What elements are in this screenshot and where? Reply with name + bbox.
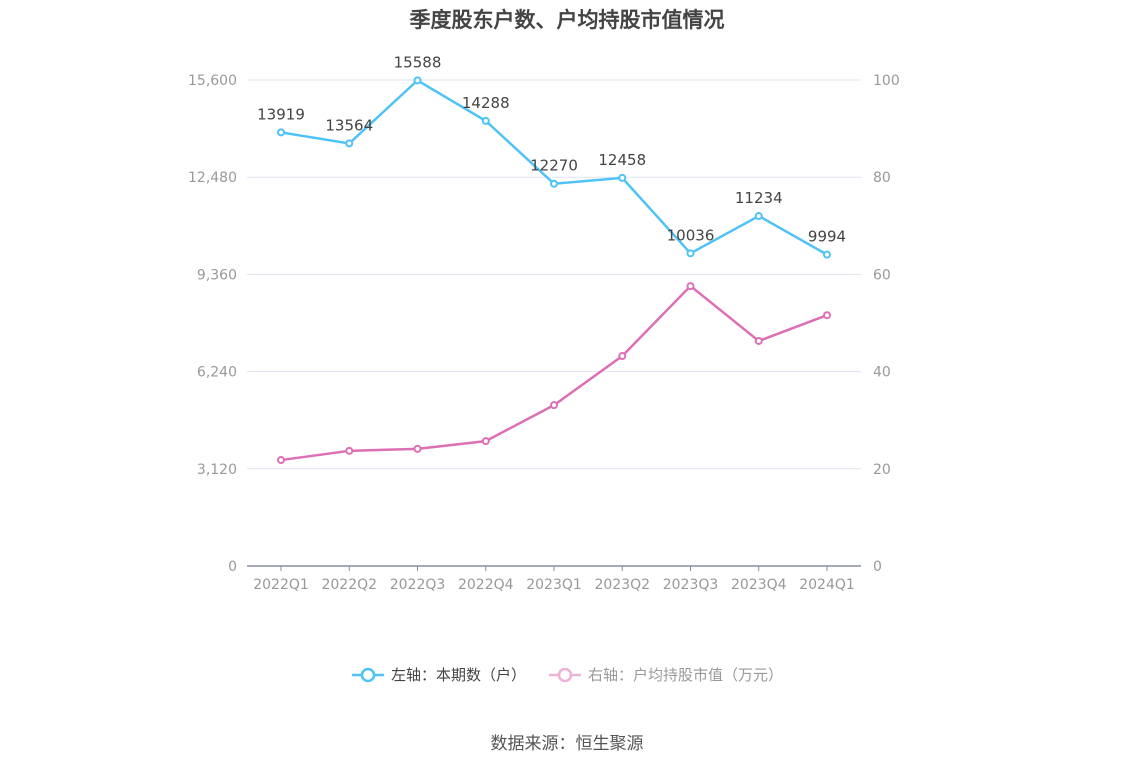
data-point[interactable]: [345, 446, 354, 455]
y-left-tick: 0: [228, 559, 237, 575]
y-right-tick: 80: [873, 170, 891, 186]
data-point[interactable]: [413, 444, 422, 453]
x-tick-label: 2022Q2: [321, 577, 377, 593]
y-left-tick: 12,480: [188, 170, 237, 186]
chart-title: 季度股东户数、户均持股市值情况: [409, 8, 725, 32]
data-point[interactable]: [754, 212, 763, 221]
line-chart: 0 0 3,120 20 6,240 40 9,360 60 12,480 80 15,600 100…: [188, 53, 900, 593]
legend-label: 右轴：户均持股市值（万元）: [588, 666, 784, 684]
y-left-tick: 6,240: [197, 365, 237, 381]
data-point[interactable]: [277, 456, 285, 465]
legend: 左轴：本期数（户） 右轴：户均持股市值（万元）: [0, 664, 1134, 685]
x-tick-label: 2023Q2: [594, 577, 650, 593]
legend-marker-icon: [351, 667, 384, 682]
legend-item-1[interactable]: 右轴：户均持股市值（万元）: [548, 664, 783, 685]
x-tick-label: 2022Q3: [390, 577, 446, 593]
data-point[interactable]: [550, 179, 558, 188]
data-point[interactable]: [550, 401, 558, 410]
y-right-tick: 20: [873, 462, 891, 478]
data-source: 数据来源：恒生聚源: [490, 734, 644, 754]
y-right-tick: 100: [873, 73, 900, 89]
data-label: 13564: [325, 116, 373, 134]
y-left-tick: 15,600: [188, 73, 237, 89]
legend-label: 左轴：本期数（户）: [390, 666, 526, 684]
data-point[interactable]: [823, 311, 831, 320]
data-point[interactable]: [277, 128, 285, 137]
x-tick-label: 2022Q1: [253, 577, 309, 593]
x-tick-label: 2023Q4: [731, 577, 787, 593]
data-label: 12270: [530, 157, 578, 175]
legend-item-0[interactable]: 左轴：本期数（户）: [351, 664, 526, 685]
data-point[interactable]: [823, 250, 831, 259]
y-right-tick: 60: [873, 267, 891, 283]
legend-marker-icon: [549, 667, 581, 682]
data-point[interactable]: [413, 76, 422, 85]
x-tick-label: 2023Q1: [526, 577, 582, 593]
data-label: 12458: [598, 151, 646, 169]
y-right-tick: 0: [873, 559, 882, 575]
data-label: 10036: [667, 226, 715, 244]
y-left-tick: 9,360: [197, 267, 237, 283]
data-point[interactable]: [686, 249, 695, 258]
data-point[interactable]: [345, 139, 354, 148]
data-point[interactable]: [618, 352, 627, 361]
data-label: 11234: [735, 189, 783, 207]
x-tick-label: 2024Q1: [799, 577, 855, 593]
x-tick-label: 2023Q3: [663, 577, 719, 593]
data-point[interactable]: [481, 437, 490, 446]
data-point[interactable]: [686, 282, 695, 291]
series-line-1: [280, 284, 828, 462]
x-tick-label: 2022Q4: [458, 577, 514, 593]
data-label: 13919: [257, 105, 305, 123]
data-point[interactable]: [754, 336, 763, 345]
y-right-tick: 40: [873, 365, 891, 381]
data-label: 15588: [394, 53, 442, 71]
data-point[interactable]: [618, 173, 627, 182]
data-label: 9994: [808, 228, 846, 246]
data-point[interactable]: [481, 116, 490, 125]
y-left-tick: 3,120: [197, 462, 237, 478]
data-label: 14288: [462, 94, 510, 112]
